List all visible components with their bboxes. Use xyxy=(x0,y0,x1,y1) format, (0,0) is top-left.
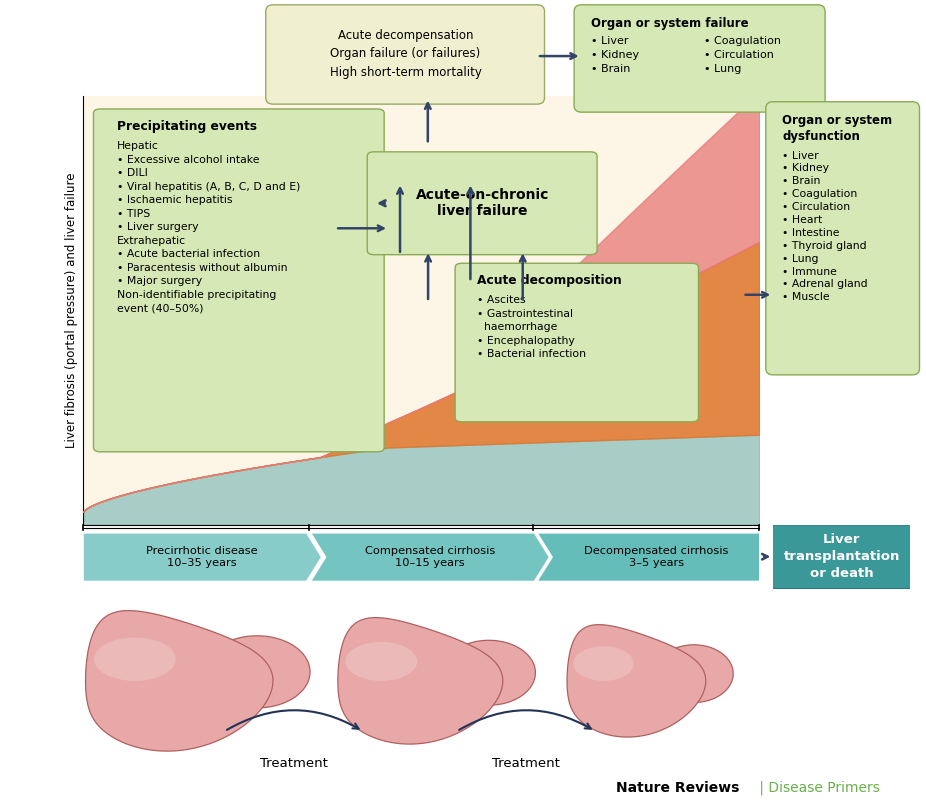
Polygon shape xyxy=(567,625,706,737)
Text: Precipitating events: Precipitating events xyxy=(118,119,257,133)
Text: Time: Time xyxy=(807,533,837,546)
Text: Treatment: Treatment xyxy=(260,757,328,771)
Text: • Ascites
• Gastrointestinal
  haemorrhage
• Encephalopathy
• Bacterial infectio: • Ascites • Gastrointestinal haemorrhage… xyxy=(477,296,586,360)
Text: Hepatic
• Excessive alcohol intake
• DILI
• Viral hepatitis (A, B, C, D and E)
•: Hepatic • Excessive alcohol intake • DIL… xyxy=(118,141,301,313)
Polygon shape xyxy=(94,638,176,681)
Polygon shape xyxy=(311,533,549,581)
FancyBboxPatch shape xyxy=(94,109,384,452)
Text: Liver
transplantation
or death: Liver transplantation or death xyxy=(783,533,900,580)
Text: Organ or system
dysfunction: Organ or system dysfunction xyxy=(782,114,893,143)
FancyBboxPatch shape xyxy=(770,524,914,590)
Polygon shape xyxy=(338,618,503,744)
Polygon shape xyxy=(443,640,535,705)
FancyBboxPatch shape xyxy=(368,152,597,255)
Text: | Disease Primers: | Disease Primers xyxy=(755,780,880,795)
Polygon shape xyxy=(345,642,417,681)
Text: Acute decompensation
Organ failure (or failures)
High short-term mortality: Acute decompensation Organ failure (or f… xyxy=(330,29,482,78)
Polygon shape xyxy=(538,533,776,581)
Polygon shape xyxy=(85,610,273,751)
FancyBboxPatch shape xyxy=(266,5,544,104)
Y-axis label: Liver fibrosis (portal pressure) and liver failure: Liver fibrosis (portal pressure) and liv… xyxy=(65,173,78,448)
Text: Compensated cirrhosis
10–15 years: Compensated cirrhosis 10–15 years xyxy=(365,546,495,568)
Text: • Liver
• Kidney
• Brain: • Liver • Kidney • Brain xyxy=(591,36,639,74)
Polygon shape xyxy=(83,533,321,581)
Text: Acute-on-chronic
liver failure: Acute-on-chronic liver failure xyxy=(416,188,549,219)
Text: Precirrhotic disease
10–35 years: Precirrhotic disease 10–35 years xyxy=(146,546,258,568)
Polygon shape xyxy=(573,646,633,681)
FancyBboxPatch shape xyxy=(456,264,698,422)
FancyBboxPatch shape xyxy=(766,102,920,375)
Polygon shape xyxy=(655,645,733,702)
Text: Decompensated cirrhosis
3–5 years: Decompensated cirrhosis 3–5 years xyxy=(584,546,729,568)
Text: • Coagulation
• Circulation
• Lung: • Coagulation • Circulation • Lung xyxy=(704,36,781,74)
Text: • Liver
• Kidney
• Brain
• Coagulation
• Circulation
• Heart
• Intestine
• Thyro: • Liver • Kidney • Brain • Coagulation •… xyxy=(782,151,868,302)
Text: Nature Reviews: Nature Reviews xyxy=(616,781,739,795)
FancyBboxPatch shape xyxy=(574,5,825,112)
Text: Organ or system failure: Organ or system failure xyxy=(591,17,748,30)
Text: Acute decomposition: Acute decomposition xyxy=(477,274,621,287)
Polygon shape xyxy=(204,636,310,708)
Text: Treatment: Treatment xyxy=(492,757,560,771)
